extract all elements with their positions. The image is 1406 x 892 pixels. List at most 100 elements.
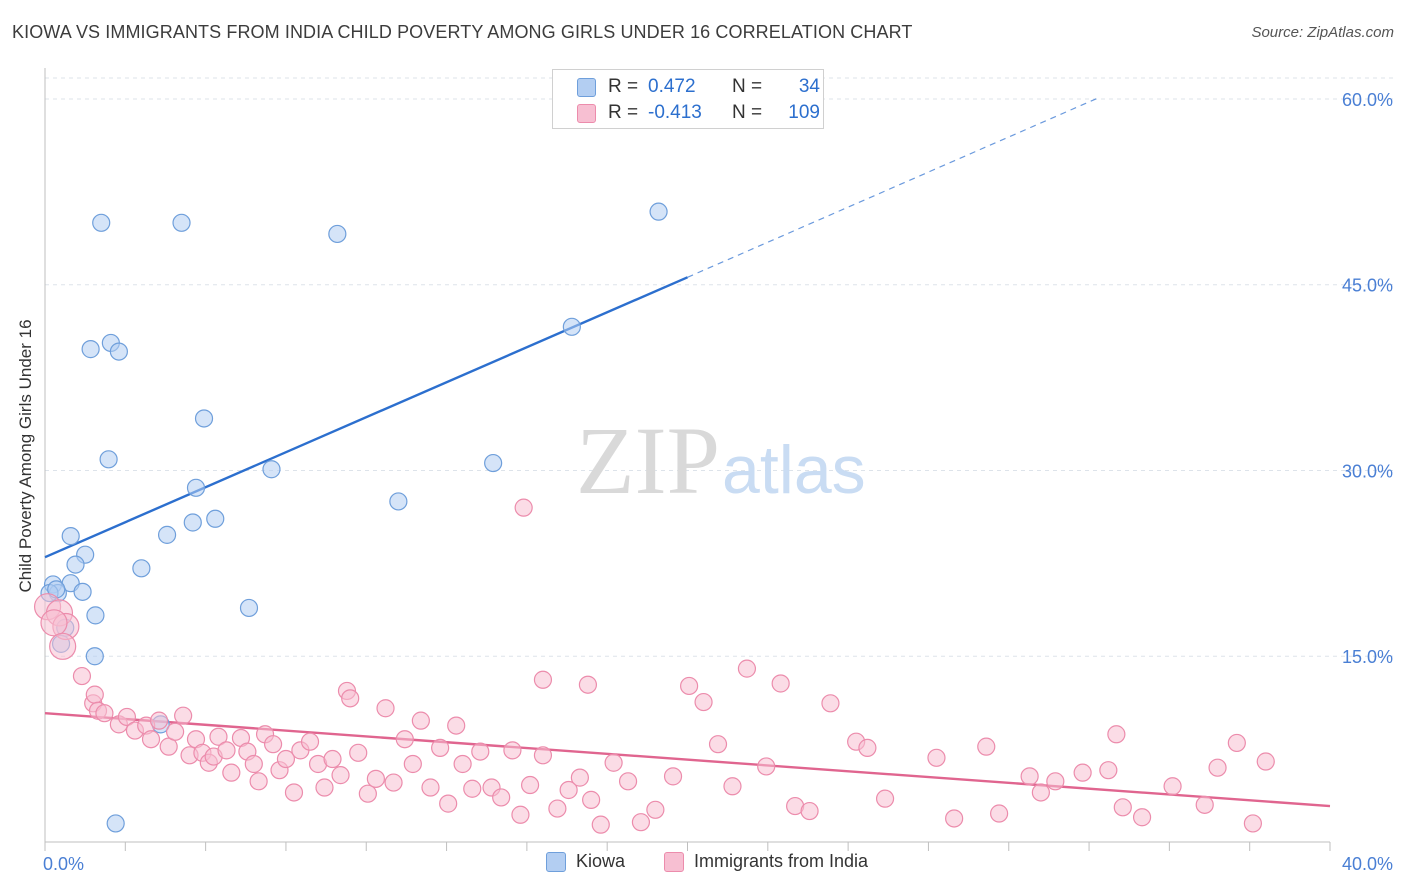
india-point — [284, 783, 304, 802]
india-point — [431, 738, 450, 757]
india-legend-swatch — [664, 851, 684, 872]
india-point — [49, 632, 77, 660]
india-point — [463, 779, 482, 798]
india-point — [1195, 795, 1214, 814]
india-point — [85, 685, 104, 704]
india-point — [300, 732, 320, 751]
india-point — [323, 749, 342, 769]
india-point — [403, 754, 422, 774]
legend-item-kiowa[interactable]: Kiowa — [546, 851, 625, 872]
kiowa-point — [649, 202, 668, 221]
kiowa-point — [186, 478, 206, 497]
india-point — [447, 716, 466, 735]
india-point — [376, 699, 395, 718]
y-tick-label: 15.0% — [1342, 647, 1393, 667]
india-point — [977, 737, 996, 756]
india-point — [366, 769, 385, 788]
india-trend-line — [44, 712, 1331, 808]
kiowa-trend-extension — [687, 97, 1099, 278]
india-point — [1163, 777, 1182, 796]
stats-legend: R = 0.472 N = 34 R = -0.413 N = 109 — [552, 69, 824, 129]
india-point — [395, 730, 414, 749]
grid-lines — [45, 77, 1395, 657]
india-point — [570, 768, 589, 787]
kiowa-point — [132, 559, 151, 578]
r-value: 0.472 — [648, 76, 696, 97]
kiowa-point — [484, 453, 503, 473]
kiowa-point — [206, 509, 225, 528]
india-point — [858, 738, 877, 757]
kiowa-point — [106, 814, 125, 833]
india-point — [990, 804, 1009, 823]
india-point — [166, 722, 185, 741]
india-point — [263, 735, 283, 754]
india-point — [276, 749, 296, 769]
r-label: R = — [608, 102, 639, 123]
r-value: -0.413 — [648, 102, 702, 123]
india-point — [875, 789, 895, 808]
india-point — [582, 790, 601, 809]
india-point — [358, 784, 377, 803]
india-point — [1073, 763, 1092, 782]
india-point — [341, 689, 360, 708]
india-point — [578, 675, 598, 694]
kiowa-point — [183, 513, 202, 532]
tick-labels: 15.0% 30.0% 45.0% 60.0% 0.0% 40.0% — [43, 90, 1393, 874]
kiowa-point — [389, 492, 408, 511]
india-point — [927, 748, 946, 767]
india-point — [533, 746, 553, 765]
india-point — [72, 666, 92, 686]
india-point — [349, 743, 368, 762]
india-point — [680, 676, 699, 696]
india-point — [1208, 758, 1227, 777]
n-value: 109 — [788, 102, 820, 123]
kiowa-point — [66, 555, 85, 574]
kiowa-point — [61, 527, 80, 546]
india-swatch — [577, 103, 596, 123]
india-point — [1113, 798, 1132, 817]
india-point — [503, 741, 522, 760]
india-point — [945, 809, 964, 828]
india-point — [453, 754, 472, 774]
india-point — [1256, 752, 1275, 771]
india-point — [117, 707, 137, 727]
india-point — [1031, 783, 1050, 802]
kiowa-point — [73, 582, 92, 601]
india-point — [708, 735, 728, 754]
kiowa-point — [239, 598, 259, 618]
stats-row-kiowa: R = 0.472 N = 34 — [577, 76, 820, 98]
india-point — [471, 742, 490, 761]
india-point — [439, 794, 458, 813]
india-point — [533, 670, 553, 689]
india-point — [222, 763, 241, 782]
kiowa-swatch — [577, 77, 596, 97]
india-point — [514, 498, 533, 517]
kiowa-point — [157, 525, 177, 544]
india-point — [631, 813, 651, 832]
kiowa-point — [85, 647, 104, 666]
india-point — [249, 772, 268, 791]
india-point — [800, 801, 819, 821]
india-point — [40, 609, 68, 637]
india-point — [663, 767, 683, 786]
india-point — [209, 727, 228, 746]
india-point — [1046, 772, 1065, 791]
series-legend: Kiowa Immigrants from India — [0, 851, 1406, 881]
india-point — [723, 777, 742, 796]
india-point — [548, 799, 567, 818]
y-tick-label: 30.0% — [1342, 461, 1393, 481]
source-label: Source: ZipAtlas.com — [1251, 24, 1394, 41]
india-point — [411, 711, 430, 730]
watermark-atlas: atlas — [722, 432, 866, 508]
kiowa-point — [194, 409, 214, 428]
india-point — [421, 778, 440, 797]
india-point — [559, 780, 578, 800]
x-tick-label: 40.0% — [1342, 854, 1393, 874]
india-point — [591, 815, 610, 834]
india-point — [492, 788, 511, 807]
india-point — [511, 805, 530, 824]
india-point — [331, 766, 350, 785]
legend-item-india[interactable]: Immigrants from India — [664, 851, 868, 872]
y-tick-label: 60.0% — [1342, 90, 1393, 110]
